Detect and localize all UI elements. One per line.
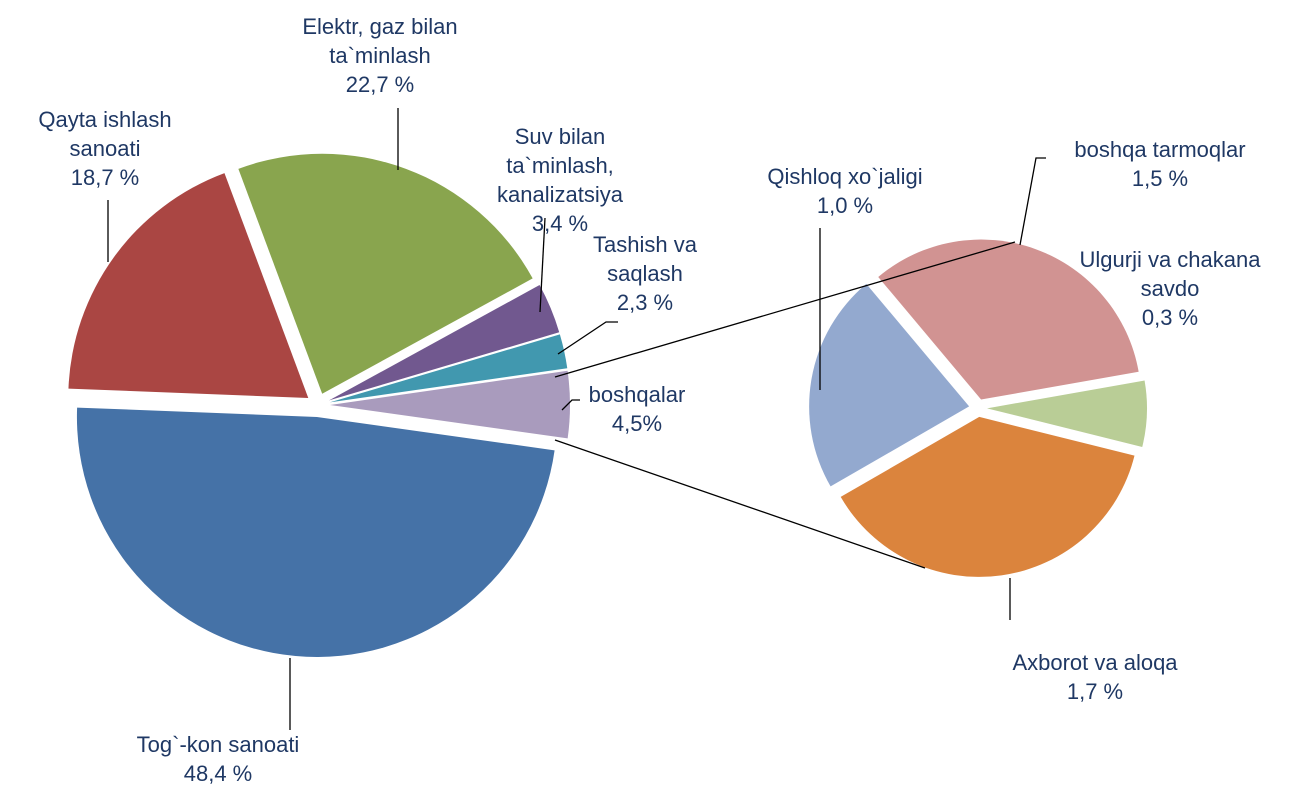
connector: [554, 241, 1016, 378]
connector: [554, 439, 926, 569]
data-label: Suv bilan ta`minlash, kanalizatsiya 3,4 %: [485, 122, 635, 238]
data-label: Qayta ishlash sanoati 18,7 %: [10, 105, 200, 192]
value-label: 1,5 %: [1131, 166, 1189, 191]
pie-slice: [329, 370, 570, 439]
category-label: Ulgurji va chakana savdo: [1079, 247, 1261, 301]
category-label: Tog`-kon sanoati: [136, 732, 300, 757]
data-label: Qishloq xo`jaligi 1,0 %: [725, 162, 965, 220]
category-label: Qishloq xo`jaligi: [767, 164, 923, 189]
pie-slice: [809, 283, 970, 487]
pie-slice: [76, 407, 555, 657]
category-label: Qayta ishlash sanoati: [38, 107, 172, 161]
category-label: Axborot va aloqa: [1012, 650, 1178, 675]
data-label: boshqalar 4,5%: [557, 380, 717, 438]
data-label: Tog`-kon sanoati 48,4 %: [68, 730, 368, 788]
value-label: 2,3 %: [616, 290, 674, 315]
leader-line: [557, 321, 618, 355]
pie-slice: [68, 173, 309, 398]
leader-line: [539, 217, 546, 313]
data-label: boshqa tarmoqlar 1,5 %: [1040, 135, 1280, 193]
value-label: 3,4 %: [531, 211, 589, 236]
data-label: Ulgurji va chakana savdo 0,3 %: [1070, 245, 1270, 332]
category-label: Suv bilan ta`minlash, kanalizatsiya: [497, 124, 623, 207]
value-label: 1,0 %: [816, 193, 874, 218]
pie-slice: [840, 416, 1135, 577]
value-label: 4,5%: [611, 411, 663, 436]
data-label: Tashish va saqlash 2,3 %: [585, 230, 705, 317]
pie-slice: [986, 380, 1147, 448]
value-label: 18,7 %: [70, 165, 140, 190]
value-label: 48,4 %: [183, 761, 253, 786]
category-label: Tashish va saqlash: [593, 232, 697, 286]
leader-line: [561, 399, 580, 411]
value-label: 0,3 %: [1141, 305, 1199, 330]
data-label: Elektr, gaz bilan ta`minlash 22,7 %: [270, 12, 490, 99]
value-label: 1,7 %: [1066, 679, 1124, 704]
pie-slice: [329, 334, 568, 403]
pie-slice: [329, 285, 560, 401]
category-label: Elektr, gaz bilan ta`minlash: [302, 14, 458, 68]
category-label: boshqa tarmoqlar: [1074, 137, 1246, 162]
pie-slice: [238, 153, 533, 394]
leader-line: [1019, 157, 1046, 246]
pie-slice: [878, 239, 1139, 400]
data-label: Axborot va aloqa 1,7 %: [975, 648, 1215, 706]
category-label: boshqalar: [588, 382, 686, 407]
value-label: 22,7 %: [345, 72, 415, 97]
